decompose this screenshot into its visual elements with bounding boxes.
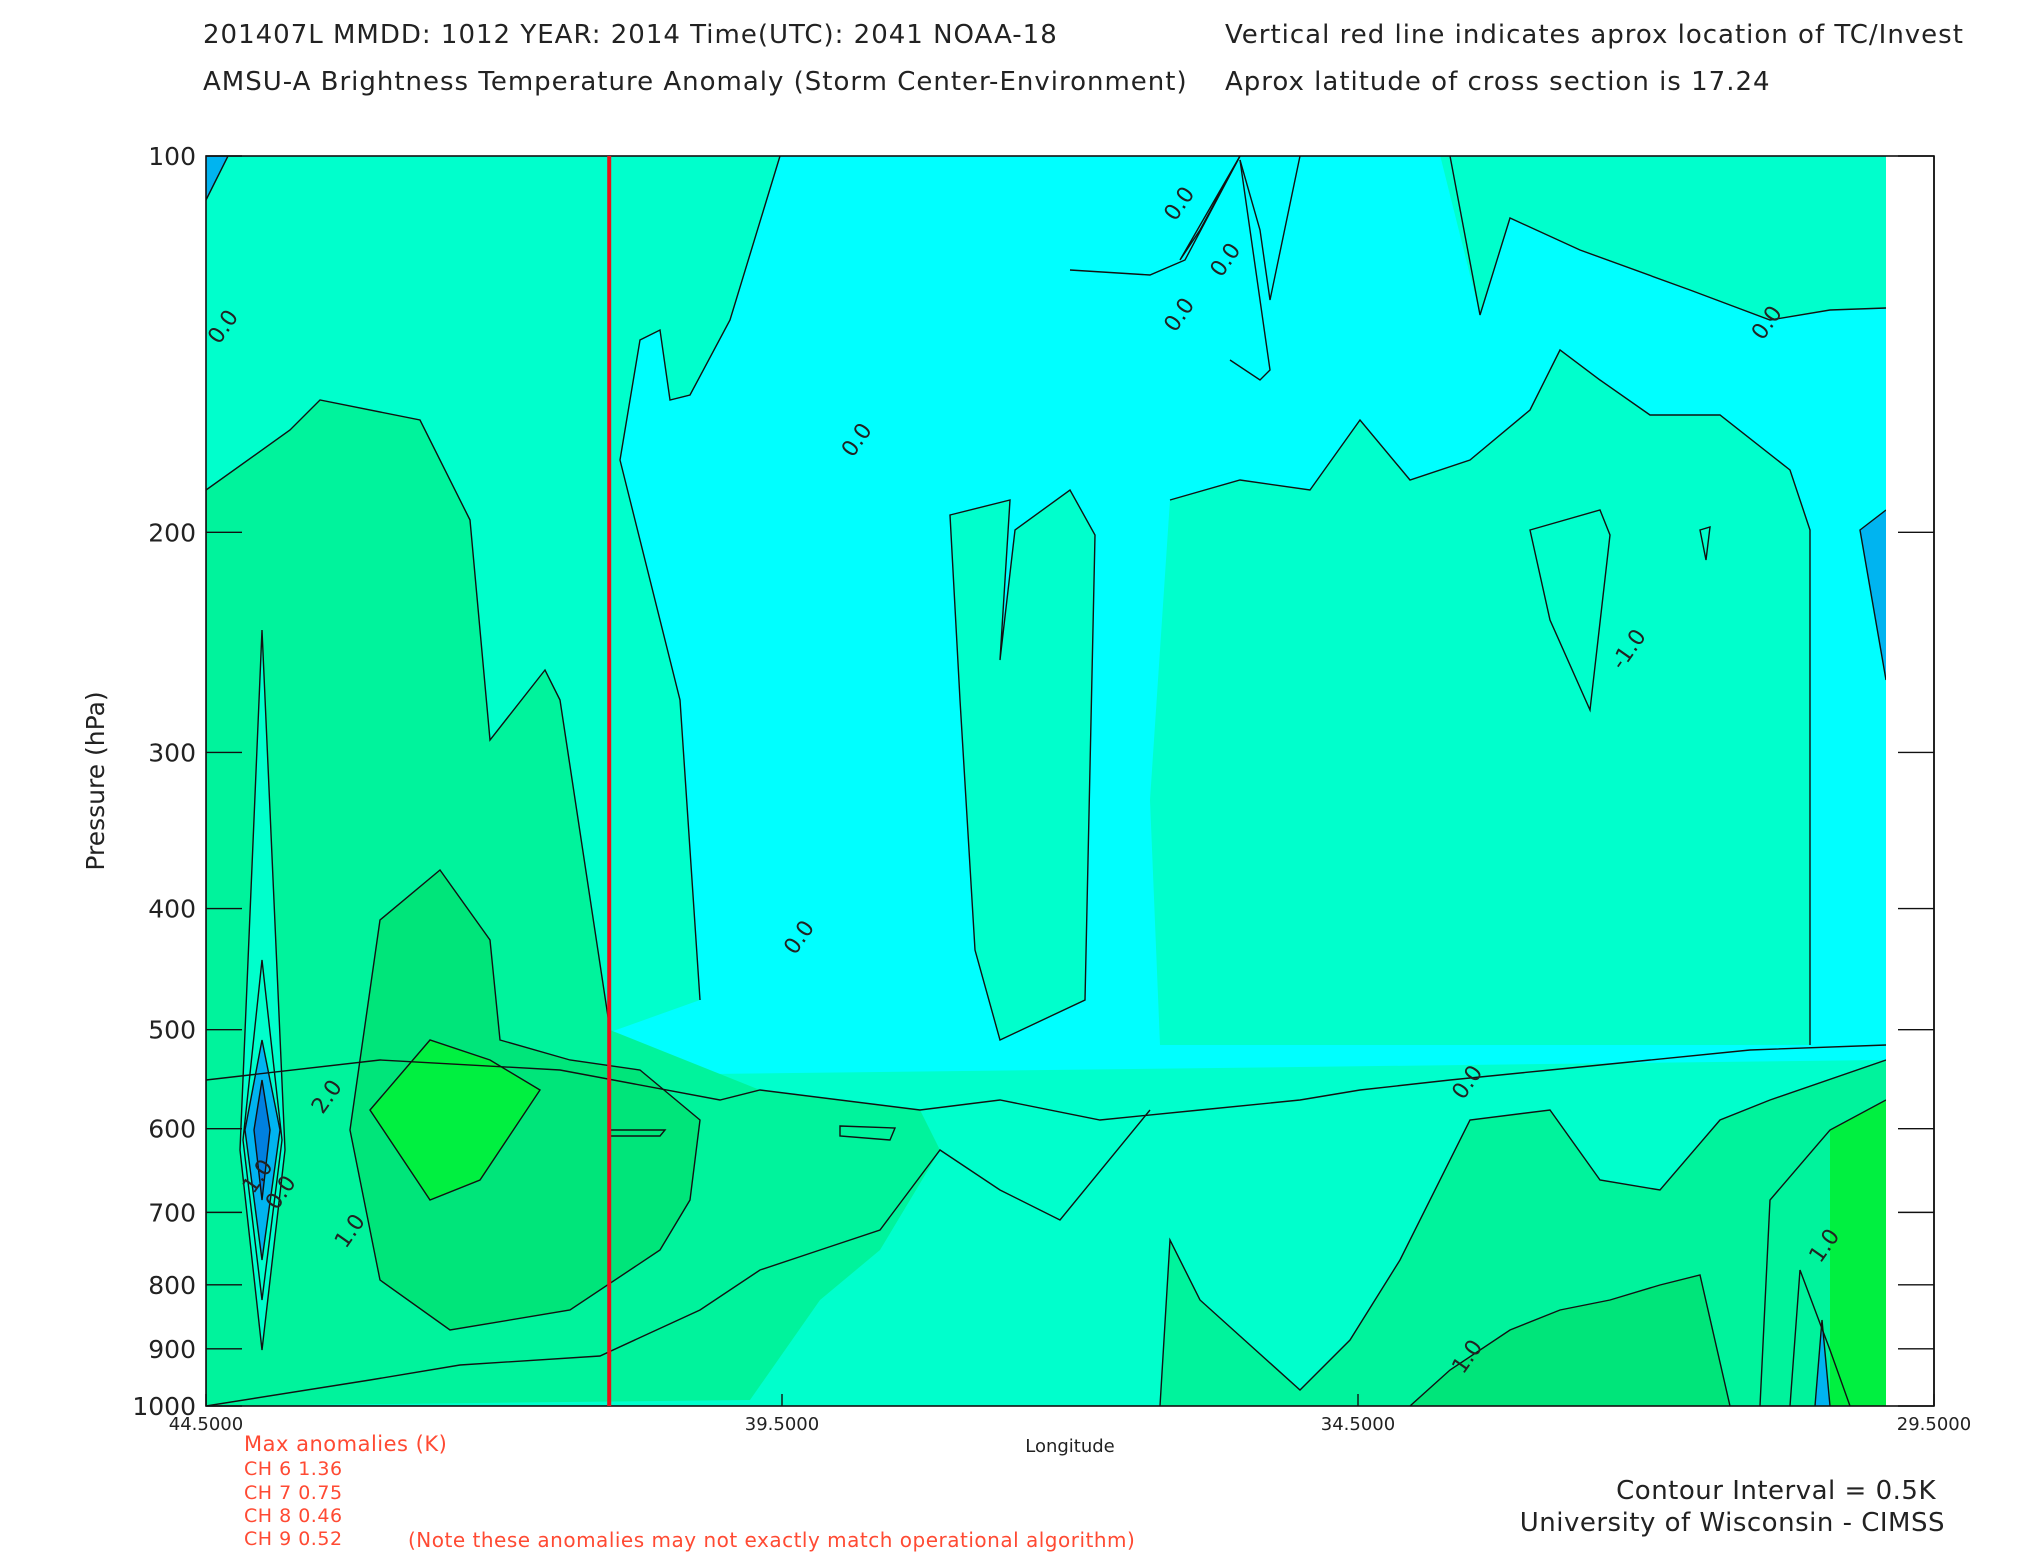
contour-line — [1759, 1099, 1886, 1406]
y-tick-label: 600 — [148, 1115, 196, 1144]
y-tick-label: 100 — [148, 142, 196, 171]
x-axis-label: Longitude — [1025, 1436, 1115, 1457]
contour-line — [1859, 509, 1886, 681]
contour-line — [1449, 156, 1886, 321]
contour-line — [1409, 1274, 1731, 1406]
max-anomaly-row: CH 9 0.52 — [244, 1528, 343, 1550]
y-tick-label: 700 — [148, 1198, 196, 1227]
y-tick-label: 500 — [148, 1016, 196, 1045]
contour-line — [1069, 156, 1241, 276]
header-line1-right: Vertical red line indicates aprox locati… — [1225, 20, 1964, 50]
x-tick-label: 34.5000 — [1321, 1414, 1395, 1435]
contour-line — [1239, 156, 1301, 301]
y-tick-label: 800 — [148, 1271, 196, 1300]
contour-line — [206, 1044, 1886, 1121]
y-tick-label: 1000 — [132, 1392, 196, 1421]
anomaly-region-edge-blue — [1860, 510, 1886, 680]
x-tick-label: 39.5000 — [745, 1414, 819, 1435]
contour-line — [1159, 1059, 1886, 1406]
header-line2-left: AMSU-A Brightness Temperature Anomaly (S… — [203, 67, 1188, 97]
contour-line — [239, 629, 286, 1351]
contour-line — [369, 1039, 541, 1201]
contour-interval-text: Contour Interval = 0.5K — [1616, 1476, 1936, 1506]
contour-line — [1169, 348, 1811, 1045]
plot-right-margin — [1886, 157, 1933, 1405]
contour-line — [244, 1039, 281, 1261]
algorithm-note: (Note these anomalies may not exactly ma… — [408, 1528, 1136, 1552]
y-tick-label: 400 — [148, 895, 196, 924]
contour-line — [242, 959, 283, 1301]
y-tick-label: 300 — [148, 738, 196, 767]
contour-line-layer — [206, 156, 1886, 1406]
x-axis: 44.5000 39.5000 34.5000 29.5000 — [169, 1394, 1971, 1435]
contour-line — [349, 868, 701, 1331]
contour-line — [253, 1079, 271, 1201]
contour-line — [206, 399, 611, 1031]
anomaly-band-right-aqua — [1150, 350, 1810, 1045]
max-anomalies-title: Max anomalies (K) — [244, 1432, 448, 1456]
contour-line — [1529, 509, 1611, 713]
y-tick-label: 200 — [148, 518, 196, 547]
anomaly-region-warm-core-bright-green — [370, 1040, 540, 1200]
y-axis: 100 200 300 400 500 600 700 800 900 1000 — [132, 142, 1934, 1421]
anomaly-band-midright-aqua — [950, 490, 1095, 1040]
header-line2-right: Aprox latitude of cross section is 17.24 — [1225, 67, 1771, 97]
anomaly-region-surface-green — [1410, 1275, 1730, 1406]
contour-line — [949, 488, 1096, 1041]
contour-line — [1699, 526, 1711, 561]
max-anomaly-row: CH 7 0.75 — [244, 1482, 343, 1504]
contour-line — [1229, 159, 1271, 381]
contour-line — [1789, 1269, 1851, 1406]
contour-line — [206, 156, 229, 201]
max-anomaly-row: CH 8 0.46 — [244, 1505, 343, 1527]
credit-text: University of Wisconsin - CIMSS — [1519, 1508, 1945, 1538]
header-line1-left: 201407L MMDD: 1012 YEAR: 2014 Time(UTC):… — [203, 20, 1058, 50]
anomaly-region-right-edge-bright-green — [1830, 1100, 1886, 1406]
x-tick-label: 29.5000 — [1897, 1414, 1971, 1435]
contour-line — [1814, 1319, 1831, 1406]
contour-line — [839, 1125, 897, 1141]
x-tick-label: 44.5000 — [169, 1414, 243, 1435]
y-axis-label: Pressure (hPa) — [81, 691, 110, 870]
max-anomaly-row: CH 6 1.36 — [244, 1458, 343, 1480]
anomaly-fill-layer — [206, 156, 1886, 1406]
contour-line — [619, 156, 781, 1001]
contour-line — [206, 1109, 1151, 1406]
anomaly-region-cold-spike-core — [254, 1080, 270, 1200]
anomaly-band-topright-aqua — [1440, 156, 1886, 320]
anomaly-region-surface-cold-spike-blue — [1815, 1320, 1830, 1406]
y-tick-label: 900 — [148, 1335, 196, 1364]
